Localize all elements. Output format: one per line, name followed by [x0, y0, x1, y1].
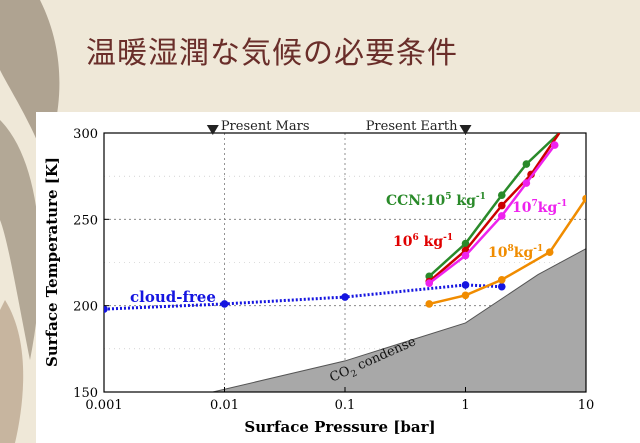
leaf-decoration	[0, 120, 40, 360]
data-point	[550, 141, 559, 149]
data-point	[582, 194, 586, 203]
x-tick-label: 1	[461, 398, 469, 413]
data-point	[522, 160, 531, 168]
present-marker-triangle	[206, 125, 219, 135]
series-0	[104, 281, 506, 313]
label-1e6: 106 kg-1	[393, 233, 453, 250]
data-point	[461, 239, 470, 248]
data-point	[461, 281, 470, 289]
present-marker-triangle	[459, 125, 472, 135]
series-layer	[104, 133, 586, 313]
present-marker-label: Present Mars	[221, 119, 310, 134]
x-tick-label: 0.01	[210, 398, 239, 413]
present-marker-label: Present Earth	[366, 119, 458, 134]
data-point	[522, 179, 531, 187]
data-point	[220, 300, 229, 308]
data-point	[341, 293, 349, 301]
y-tick-label: 300	[73, 127, 98, 142]
y-tick-label: 200	[73, 300, 98, 315]
data-point	[497, 282, 506, 291]
data-point	[425, 300, 434, 308]
data-point	[497, 201, 506, 210]
data-point	[497, 275, 506, 284]
label-ccn-1e5: CCN:105 kg-1	[386, 192, 486, 209]
data-point	[461, 251, 470, 260]
data-point	[425, 279, 434, 288]
x-axis-label: Surface Pressure [bar]	[244, 418, 435, 436]
y-axis-label: Surface Temperature [K]	[43, 157, 61, 367]
slide-title: 温暖湿潤な気候の必要条件	[86, 36, 458, 71]
tick-layer: 0.001 0.01 0.1 1 10 150 200 250 300	[73, 127, 594, 413]
label-cloud-free: cloud-free	[130, 288, 216, 306]
y-tick-label: 250	[73, 213, 98, 228]
x-tick-label: 10	[578, 398, 595, 413]
data-point	[104, 305, 108, 313]
data-point	[545, 248, 554, 256]
series-4	[425, 194, 586, 308]
data-point	[497, 212, 506, 220]
x-tick-label: 0.1	[335, 398, 356, 413]
x-tick-label: 0.001	[85, 398, 122, 413]
top-markers: Present Mars Present Earth	[206, 119, 472, 135]
data-point	[461, 291, 470, 300]
series-3	[425, 141, 559, 288]
data-point	[497, 191, 506, 199]
label-1e7: 107kg-1	[512, 199, 567, 216]
label-1e8: 108kg-1	[488, 244, 543, 261]
leaf-decoration	[0, 300, 24, 443]
y-tick-label: 150	[73, 386, 98, 401]
